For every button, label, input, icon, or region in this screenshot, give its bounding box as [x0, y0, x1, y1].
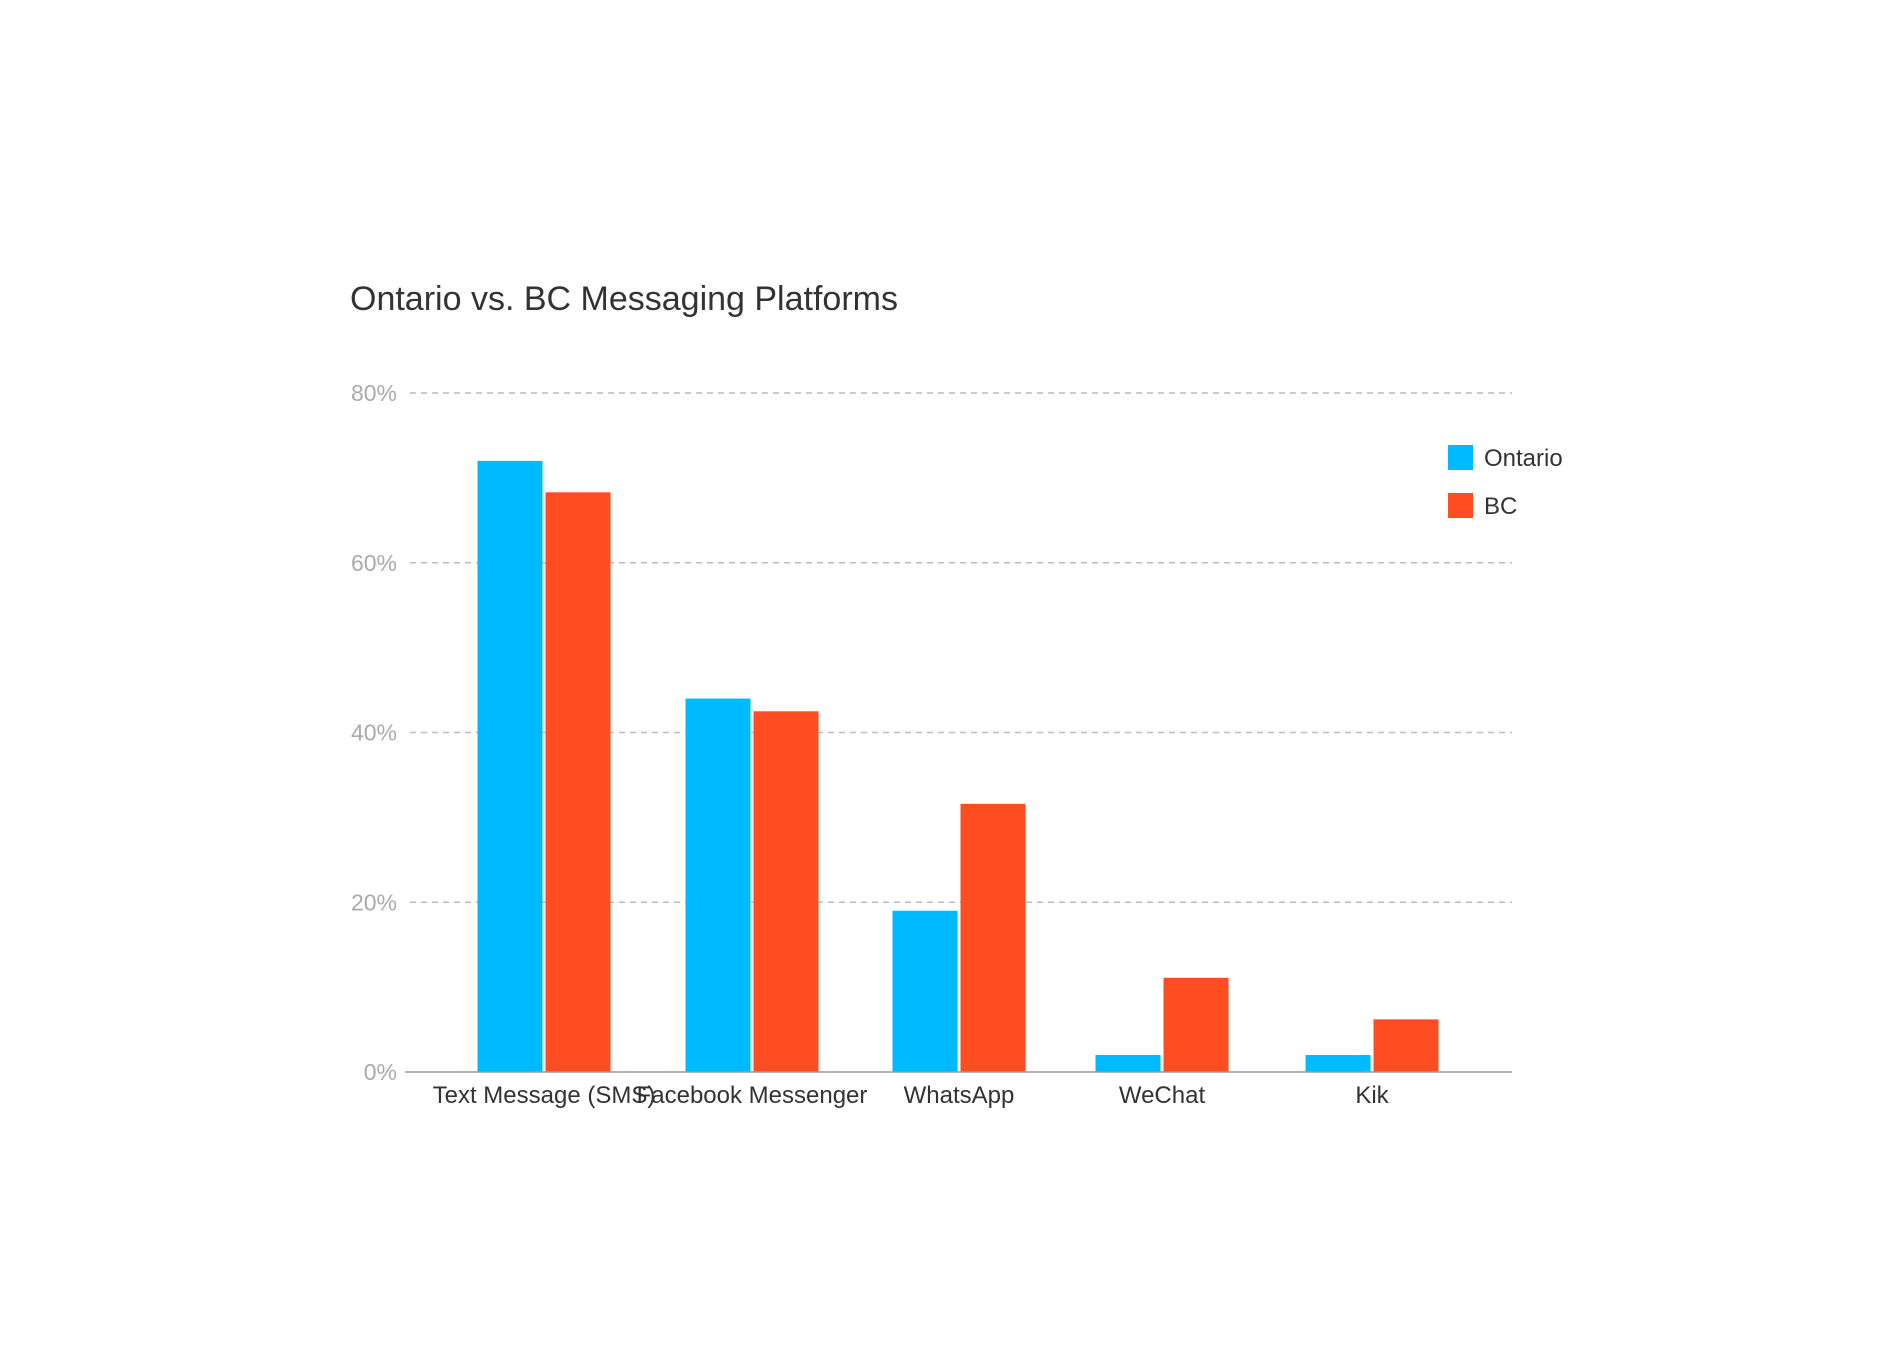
y-tick-label: 0%	[364, 1059, 397, 1085]
bar-bc-0	[545, 492, 611, 1073]
bar-bc-1	[753, 711, 819, 1072]
bar-bc-3	[1163, 977, 1229, 1072]
bar-bc-4	[1373, 1019, 1439, 1072]
x-axis: Text Message (SMS)Facebook Messenger What…	[405, 1071, 1512, 1109]
bar-ontario-2	[892, 910, 958, 1072]
bar-ontario-3	[1095, 1055, 1161, 1072]
bar-ontario-1	[685, 698, 751, 1072]
y-tick-label: 80%	[351, 380, 397, 406]
y-tick-label: 60%	[351, 550, 397, 576]
legend-label-bc: BC	[1484, 493, 1517, 520]
x-tick-label: Facebook Messenger	[637, 1082, 868, 1109]
legend-label-ontario: Ontario	[1484, 445, 1563, 472]
x-tick-label: Kik	[1355, 1082, 1389, 1109]
x-tick-label: WhatsApp	[904, 1082, 1015, 1109]
legend-swatch-ontario	[1448, 445, 1473, 470]
bar-bc-2	[960, 803, 1026, 1072]
x-tick-label: Text Message (SMS)	[433, 1082, 656, 1109]
y-tick-label: 40%	[351, 720, 397, 746]
legend-swatch-bc	[1448, 493, 1473, 518]
bar-ontario-0	[477, 460, 543, 1072]
y-tick-label: 20%	[351, 889, 397, 915]
x-tick-label: WeChat	[1119, 1082, 1206, 1109]
legend: Ontario BC	[1448, 445, 1563, 520]
chart-title: Ontario vs. BC Messaging Platforms	[350, 280, 898, 318]
bars	[477, 460, 1439, 1073]
bar-ontario-4	[1305, 1055, 1371, 1072]
